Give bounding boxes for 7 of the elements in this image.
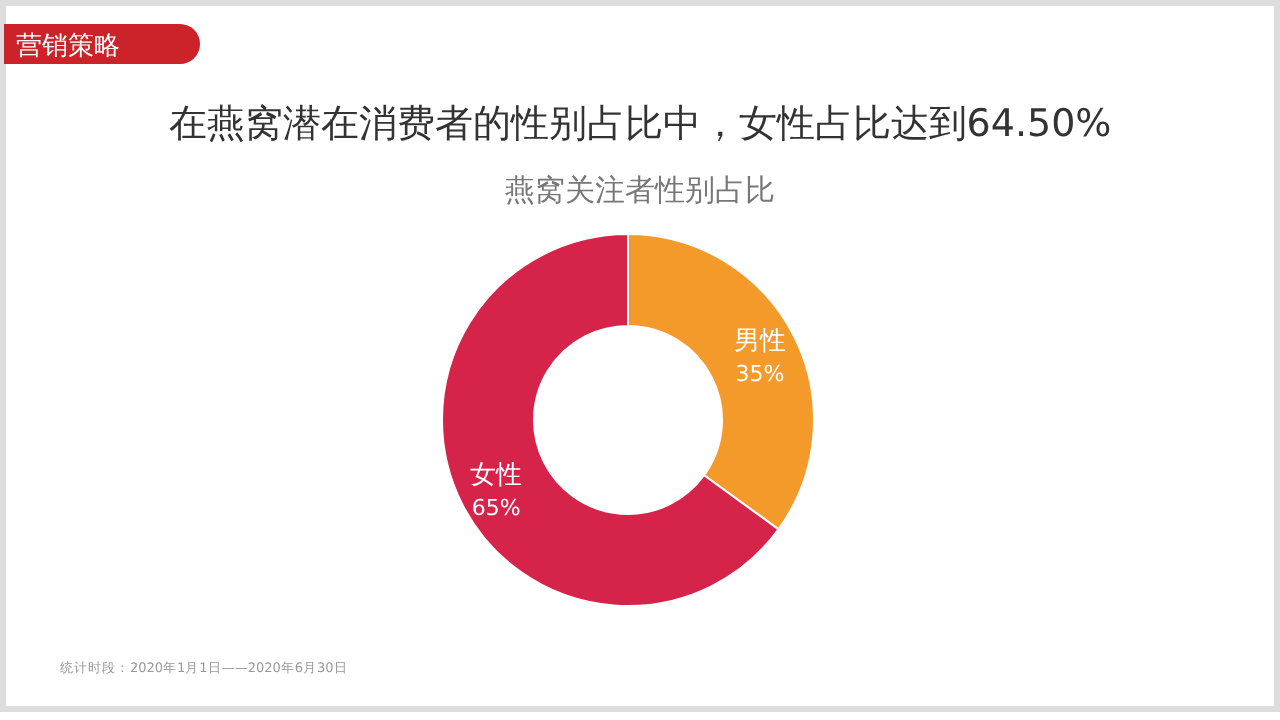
slice-label: 女性 — [470, 461, 523, 492]
data-label: 65% — [471, 495, 521, 522]
chart-title: 在燕窝潜在消费者的性别占比中，女性占比达到64.50% — [168, 102, 1112, 146]
chart-subtitle: 燕窝关注者性别占比 — [505, 172, 775, 208]
text: 营销策略 — [16, 32, 120, 62]
slice-label: 男性 — [733, 326, 786, 357]
data-label: 35% — [735, 360, 785, 387]
